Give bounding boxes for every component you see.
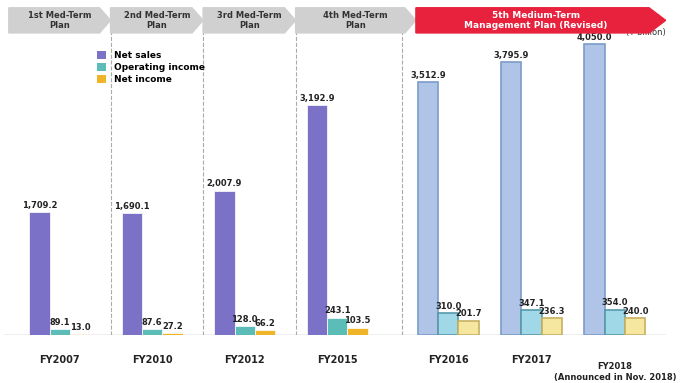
Text: 3,795.9: 3,795.9 [493,51,529,60]
Text: FY2017: FY2017 [511,355,552,365]
Text: 27.2: 27.2 [162,322,183,331]
Text: 3,192.9: 3,192.9 [299,94,335,103]
Bar [584,44,604,335]
Text: 354.0: 354.0 [602,298,628,308]
Bar [121,213,142,335]
Text: (¥ billion): (¥ billion) [626,28,666,36]
Text: 5th Medium-Term
Management Plan (Revised): 5th Medium-Term Management Plan (Revised… [464,11,608,30]
Text: 201.7: 201.7 [455,309,482,318]
Bar [417,82,438,335]
Text: 1st Med-Term
Plan: 1st Med-Term Plan [28,11,92,30]
Polygon shape [416,8,666,33]
Text: 103.5: 103.5 [344,316,371,326]
Bar [142,329,162,335]
Text: 1,709.2: 1,709.2 [21,201,57,210]
Text: FY2012: FY2012 [224,355,265,365]
Text: 3,512.9: 3,512.9 [410,71,446,80]
Bar [542,318,562,335]
Text: 236.3: 236.3 [539,307,565,316]
Legend: Net sales, Operating income, Net income: Net sales, Operating income, Net income [95,48,208,87]
Polygon shape [110,8,203,33]
Text: 2,007.9: 2,007.9 [207,180,242,188]
Bar [458,321,479,335]
Bar [625,318,645,335]
Bar [604,309,625,335]
Bar [501,62,522,335]
Bar [70,334,90,335]
Bar [235,326,255,335]
Text: FY2007: FY2007 [39,355,80,365]
Text: FY2015: FY2015 [317,355,357,365]
Bar [438,313,458,335]
Polygon shape [9,8,110,33]
Bar [214,191,235,335]
Bar [162,333,183,335]
Bar [522,310,542,335]
Text: 240.0: 240.0 [622,307,649,316]
Text: FY2016: FY2016 [428,355,469,365]
Text: 4th Med-Term
Plan: 4th Med-Term Plan [324,11,388,30]
Text: 243.1: 243.1 [324,306,351,316]
Polygon shape [203,8,295,33]
Text: FY2010: FY2010 [132,355,172,365]
Polygon shape [295,8,416,33]
Bar [307,105,327,335]
Text: 4,050.0: 4,050.0 [577,33,612,42]
Text: 66.2: 66.2 [255,319,275,328]
Text: 347.1: 347.1 [518,299,545,308]
Text: 89.1: 89.1 [50,318,70,326]
Bar [29,212,50,335]
Text: 3rd Med-Term
Plan: 3rd Med-Term Plan [217,11,282,30]
Text: 87.6: 87.6 [142,318,163,327]
Bar [255,330,275,335]
Bar [327,318,348,335]
Text: 2nd Med-Term
Plan: 2nd Med-Term Plan [124,11,190,30]
Bar [50,329,70,335]
Text: 1,690.1: 1,690.1 [114,202,150,211]
Bar [348,327,368,335]
Text: 128.0: 128.0 [231,315,258,324]
Text: 13.0: 13.0 [70,323,90,332]
Text: FY2018
(Announced in Nov. 2018): FY2018 (Announced in Nov. 2018) [553,362,676,382]
Text: 310.0: 310.0 [435,302,462,311]
